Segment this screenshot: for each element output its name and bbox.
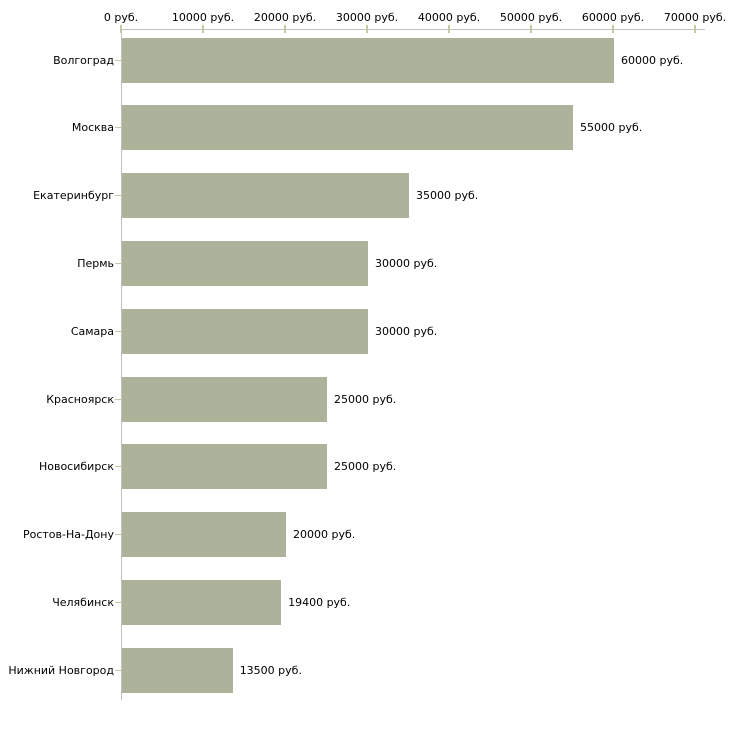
value-label: 20000 руб. <box>293 528 356 542</box>
bar-row: Челябинск 19400 руб. <box>0 579 730 625</box>
x-axis-tick-label: 10000 руб. <box>171 11 235 24</box>
value-label: 60000 руб. <box>621 53 684 67</box>
category-label: Москва <box>71 121 114 135</box>
value-label: 35000 руб. <box>416 189 479 203</box>
value-label: 30000 руб. <box>375 324 438 338</box>
bar <box>122 105 573 151</box>
value-label: 55000 руб. <box>580 121 643 135</box>
bar <box>122 579 282 625</box>
category-label: Челябинск <box>52 595 114 609</box>
bar <box>122 512 286 558</box>
category-label: Ростов-На-Дону <box>22 528 114 542</box>
bar-row: Новосибирск 25000 руб. <box>0 444 730 490</box>
x-axis-tick-label: 20000 руб. <box>253 11 317 24</box>
bar <box>122 376 327 422</box>
category-label: Новосибирск <box>38 460 114 474</box>
bar-row: Нижний Новгород 13500 руб. <box>0 647 730 693</box>
category-tick-mark <box>115 534 121 536</box>
bar <box>122 647 233 693</box>
value-label: 25000 руб. <box>334 460 397 474</box>
category-tick-mark <box>115 195 121 197</box>
bar-row: Москва 55000 руб. <box>0 105 730 151</box>
value-label: 25000 руб. <box>334 392 397 406</box>
bar <box>122 173 409 219</box>
x-axis-tick-label: 30000 руб. <box>335 11 399 24</box>
category-tick-mark <box>115 669 121 671</box>
value-label: 19400 руб. <box>288 595 351 609</box>
category-label: Екатеринбург <box>33 189 114 203</box>
value-label: 30000 руб. <box>375 256 438 270</box>
category-label: Нижний Новгород <box>8 663 114 677</box>
x-axis-tick-label: 50000 руб. <box>499 11 563 24</box>
bar <box>122 444 327 490</box>
bar-row: Волгоград 60000 руб. <box>0 37 730 83</box>
x-axis-tick-label: 0 руб. <box>103 11 139 24</box>
x-axis-line <box>121 29 705 30</box>
category-tick-mark <box>115 262 121 264</box>
value-label: 13500 руб. <box>239 663 302 677</box>
category-label: Волгоград <box>53 53 114 67</box>
category-label: Красноярск <box>46 392 114 406</box>
category-label: Самара <box>70 324 114 338</box>
bar <box>122 240 368 286</box>
bar-row: Самара 30000 руб. <box>0 308 730 354</box>
category-tick-mark <box>115 330 121 332</box>
x-axis-tick-label: 60000 руб. <box>581 11 645 24</box>
category-tick-mark <box>115 601 121 603</box>
x-axis-tick-label: 40000 руб. <box>417 11 481 24</box>
y-axis-line <box>121 29 122 700</box>
category-tick-mark <box>115 466 121 468</box>
bar <box>122 37 614 83</box>
category-label: Пермь <box>77 256 114 270</box>
bar-row: Красноярск 25000 руб. <box>0 376 730 422</box>
bar-row: Пермь 30000 руб. <box>0 240 730 286</box>
bar <box>122 308 368 354</box>
category-tick-mark <box>115 398 121 400</box>
bar-row: Ростов-На-Дону 20000 руб. <box>0 512 730 558</box>
category-tick-mark <box>115 127 121 129</box>
x-axis-tick-label: 70000 руб. <box>663 11 727 24</box>
category-tick-mark <box>115 59 121 61</box>
bar-row: Екатеринбург 35000 руб. <box>0 173 730 219</box>
